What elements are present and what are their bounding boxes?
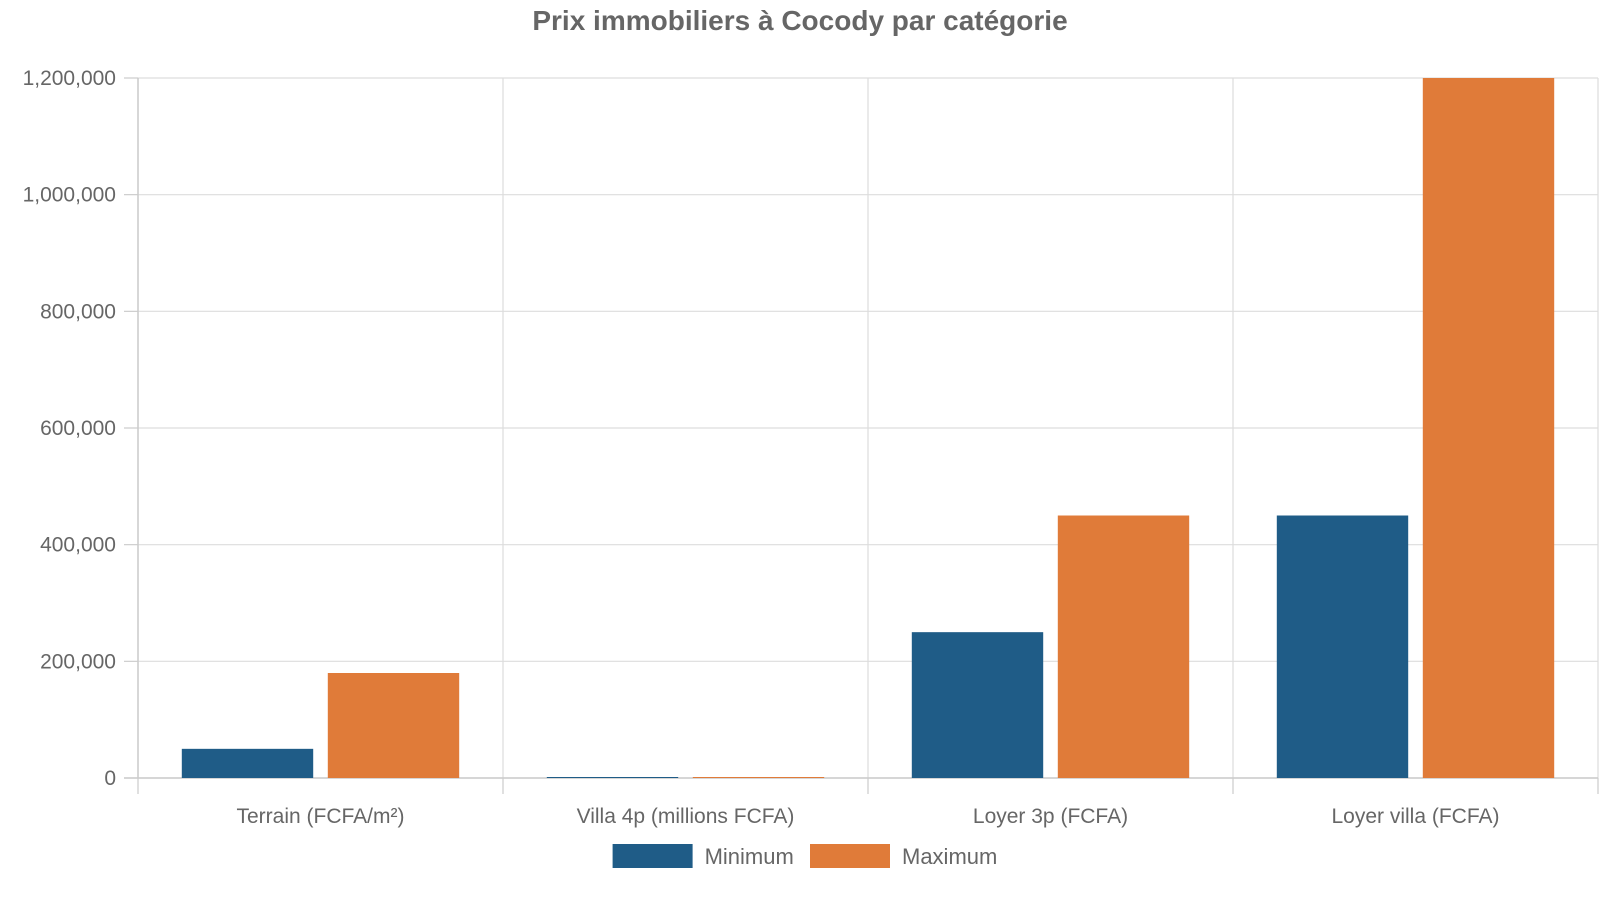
y-tick-label: 1,000,000 (23, 184, 116, 207)
bars (181, 78, 1555, 778)
bar-minimum (181, 748, 314, 778)
y-tick-label: 600,000 (40, 417, 116, 440)
y-tick-label: 200,000 (40, 650, 116, 673)
legend-label: Minimum (705, 844, 794, 869)
legend-swatch (810, 844, 890, 868)
x-tick-label: Loyer 3p (FCFA) (973, 805, 1128, 828)
bar-minimum (911, 632, 1044, 778)
y-tick-label: 400,000 (40, 534, 116, 557)
bar-minimum (1276, 515, 1409, 778)
y-tick-label: 1,200,000 (23, 67, 116, 90)
bar-minimum (546, 777, 679, 778)
grid-lines (137, 77, 1599, 779)
bar-maximum (327, 673, 460, 778)
x-tick-label: Terrain (FCFA/m²) (237, 805, 405, 828)
x-tick-label: Loyer villa (FCFA) (1331, 805, 1499, 828)
y-tick-label: 0 (104, 767, 116, 790)
legend-label: Maximum (902, 844, 997, 869)
legend-swatch (612, 844, 693, 868)
y-tick-label: 800,000 (40, 300, 116, 323)
x-axis: Terrain (FCFA/m²) Villa 4p (millions FCFA… (124, 777, 1599, 828)
legend: Minimum Maximum (612, 844, 997, 869)
chart-title: Prix immobiliers à Cocody par catégorie (532, 5, 1067, 36)
y-axis: 0 200,000 400,000 600,000 800,000 1,000,000 1,… (23, 67, 139, 790)
x-tick-label: Villa 4p (millions FCFA) (577, 805, 795, 828)
bar-maximum (1057, 515, 1190, 778)
bar-maximum (692, 777, 825, 778)
bar-maximum (1422, 78, 1555, 778)
